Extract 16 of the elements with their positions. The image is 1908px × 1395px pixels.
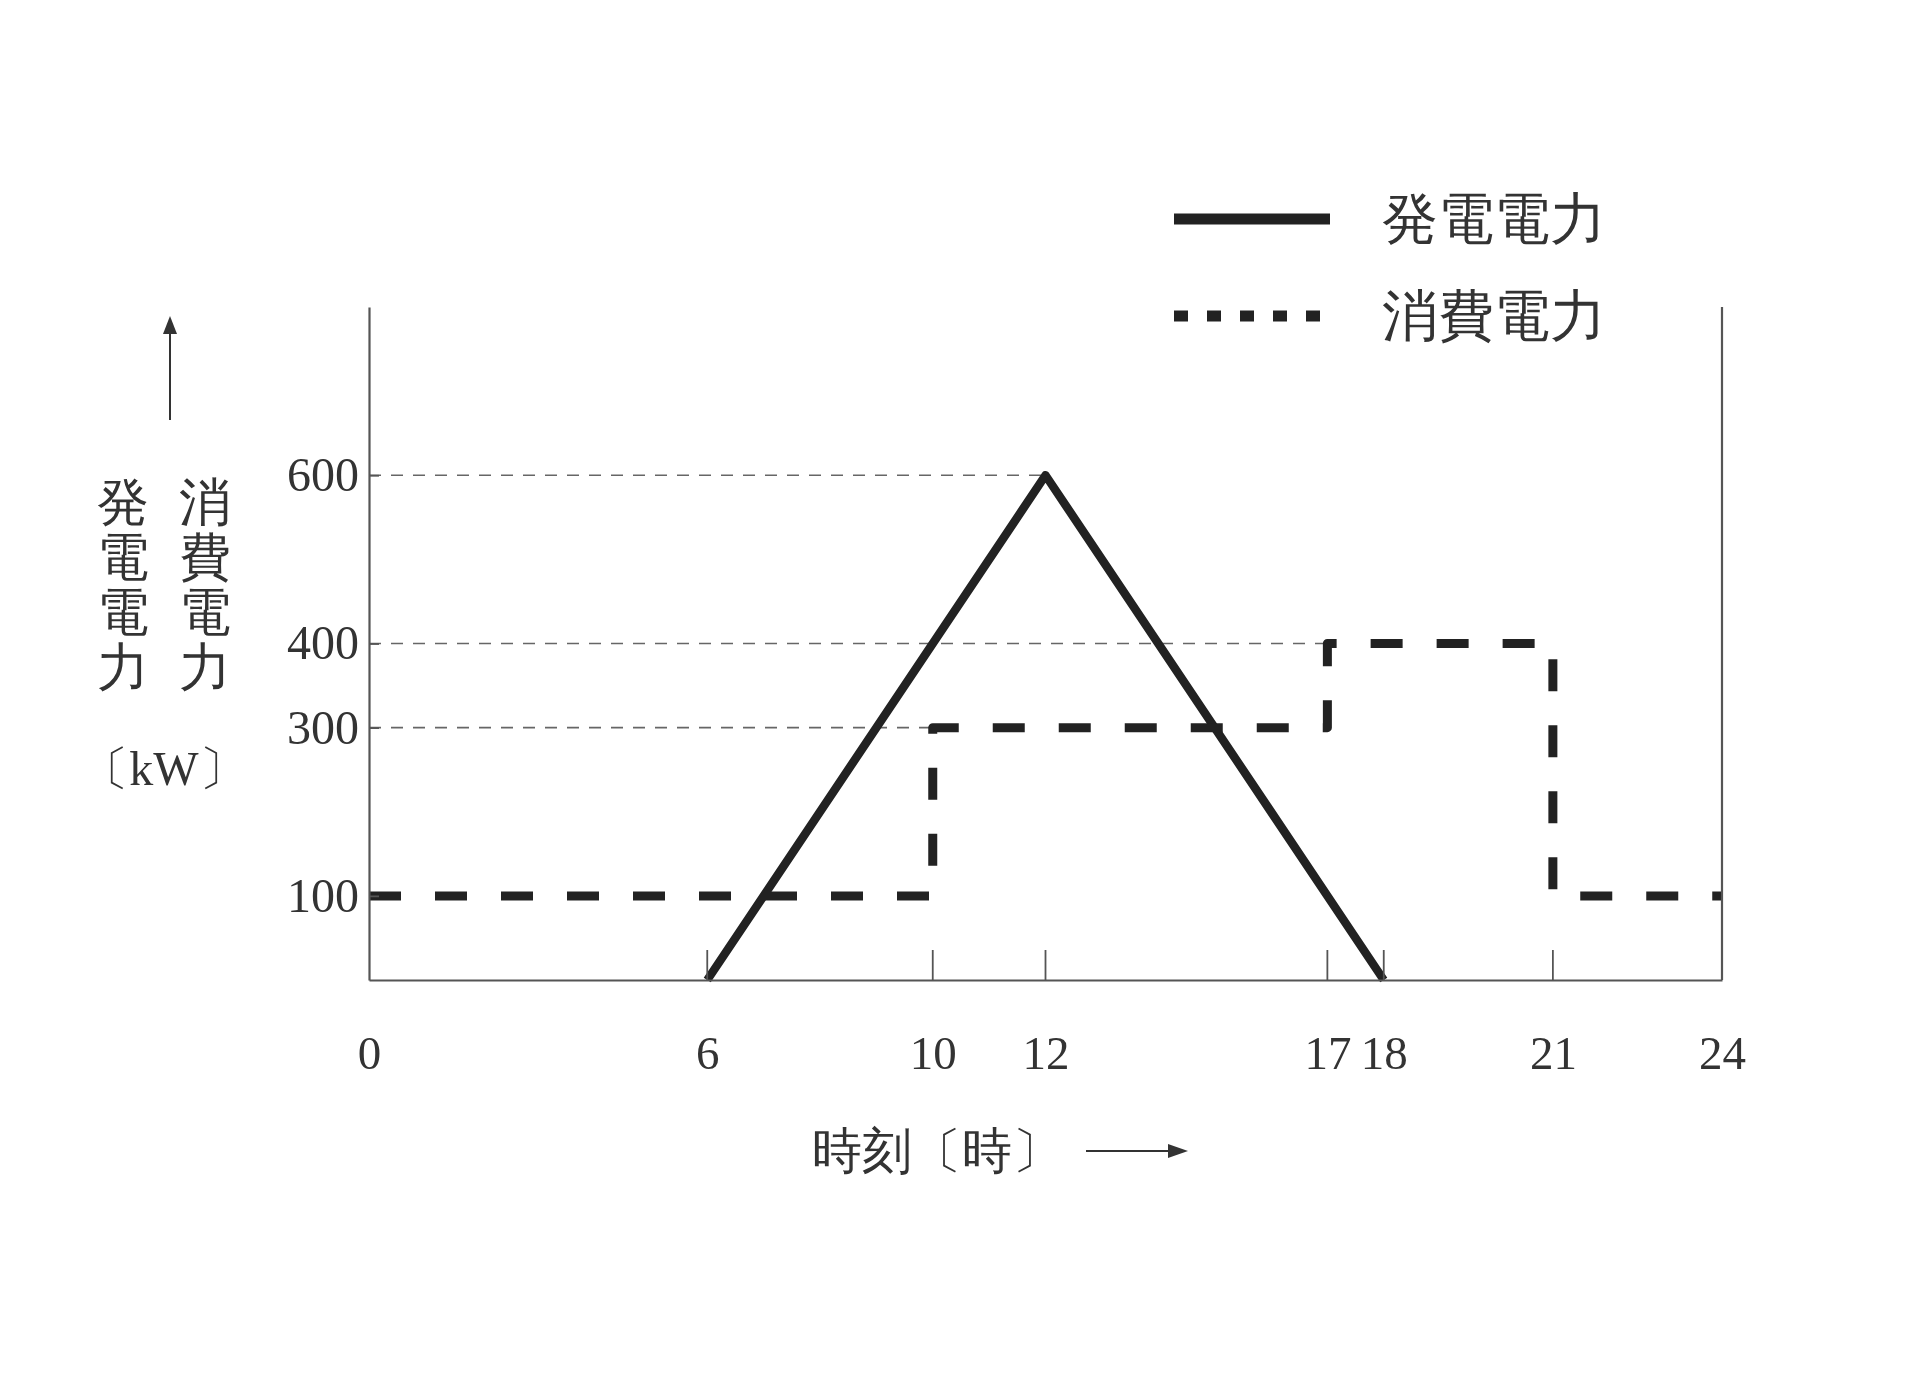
legend-label: 消費電力 <box>1382 285 1606 347</box>
x-tick-label: 0 <box>357 1027 382 1080</box>
y-tick-label: 400 <box>287 616 359 670</box>
x-tick-label: 24 <box>1699 1027 1746 1080</box>
x-tick-label: 21 <box>1529 1027 1577 1080</box>
x-tick-label: 12 <box>1022 1027 1070 1080</box>
legend-label: 発電電力 <box>1382 188 1606 250</box>
x-tick-label: 18 <box>1360 1027 1408 1080</box>
y-tick-label: 600 <box>287 448 359 502</box>
x-tick-label: 10 <box>909 1027 957 1080</box>
y-tick-label: 100 <box>287 868 359 922</box>
text: 発電電力消費電力〔kW〕 <box>81 474 247 795</box>
x-axis-title: 時刻〔時〕 <box>812 1123 1062 1179</box>
y-tick-label: 300 <box>287 700 359 754</box>
x-tick-label: 17 <box>1304 1027 1352 1080</box>
x-tick-label: 6 <box>696 1027 720 1080</box>
